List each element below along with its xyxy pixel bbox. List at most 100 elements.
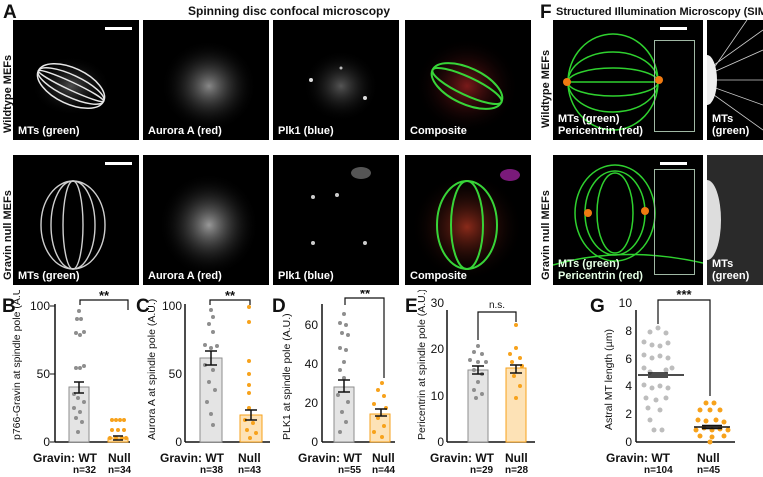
caption-inset: MTs (green) (712, 113, 750, 137)
svg-text:10: 10 (619, 296, 633, 310)
y-axis-label: Aurora A at spindle pole (A.U.) (146, 299, 158, 440)
y-axis-label: Astral MT length (µm) (603, 329, 615, 430)
svg-text:6: 6 (625, 352, 632, 366)
scale-bar (660, 27, 687, 30)
svg-text:n=28: n=28 (505, 465, 529, 476)
image-wt-plk1: Plk1 (blue) (273, 20, 399, 140)
null-dots (693, 400, 731, 445)
svg-text:50: 50 (37, 367, 51, 381)
svg-text:Null: Null (108, 451, 131, 465)
svg-text:10: 10 (431, 389, 445, 403)
image-sim-null-inset: MTs (green) (707, 155, 763, 285)
panel-letter-b: B (2, 296, 16, 317)
image-wt-mts: MTs (green) (13, 20, 139, 140)
svg-text:Null: Null (505, 451, 528, 465)
significance-b: ** (99, 290, 110, 303)
svg-text:n=44: n=44 (372, 465, 396, 476)
panel-a-title: Spinning disc confocal microscopy (188, 4, 391, 18)
y-axis-label: p766-Gravin at spindle pole (A.U.) (11, 290, 23, 440)
image-null-composite: Composite (405, 155, 531, 285)
caption-composite: Composite (410, 125, 467, 137)
scale-bar (105, 27, 132, 30)
svg-text:n=34: n=34 (108, 465, 132, 476)
image-wt-aurora: Aurora A (red) (143, 20, 269, 140)
scale-bar (660, 162, 687, 165)
svg-text:Null: Null (372, 451, 395, 465)
svg-text:***: *** (676, 290, 692, 302)
svg-text:20: 20 (305, 396, 319, 410)
panel-letter-g: G (590, 296, 605, 317)
roi-box (654, 169, 695, 275)
svg-text:n.s.: n.s. (489, 300, 505, 311)
y-axis-label: PLK1 at spindle pole (A.U.) (281, 313, 293, 440)
svg-text:n=29: n=29 (470, 465, 494, 476)
svg-text:0: 0 (175, 435, 182, 449)
chart-d: PLK1 at spindle pole (A.U.) 0 20 40 60 ** G… (281, 290, 396, 476)
svg-text:n=45: n=45 (697, 465, 721, 476)
caption-composite: Composite (410, 270, 467, 282)
svg-text:Gravin: WT: Gravin: WT (606, 451, 671, 465)
svg-text:0: 0 (43, 435, 50, 449)
scale-bar (105, 162, 132, 165)
image-sim-wt-inset: MTs (green) (707, 20, 763, 140)
panel-letter-e: E (405, 296, 418, 317)
panel-letter-a: A (3, 2, 17, 23)
svg-text:Gravin: WT: Gravin: WT (160, 451, 225, 465)
svg-text:Gravin: WT: Gravin: WT (33, 451, 98, 465)
panel-letter-c: C (136, 296, 150, 317)
svg-text:n=38: n=38 (200, 465, 224, 476)
svg-text:Gravin: WT: Gravin: WT (430, 451, 495, 465)
svg-text:**: ** (225, 290, 236, 303)
svg-text:n=43: n=43 (238, 465, 262, 476)
svg-text:Null: Null (697, 451, 720, 465)
row-label-wildtype-sim: Wildtype MEFs (540, 49, 552, 128)
row-label-gravin-null-sim: Gravin null MEFs (540, 190, 552, 280)
panel-f-title: Structured Illumination Microscopy (SIM) (556, 6, 763, 18)
caption-plk1: Plk1 (blue) (278, 270, 334, 282)
svg-text:40: 40 (305, 357, 319, 371)
panel-letter-f: F (540, 2, 552, 23)
svg-text:n=104: n=104 (644, 465, 673, 476)
caption-mts: MTs (green) (18, 270, 80, 282)
svg-text:0: 0 (625, 435, 632, 449)
svg-text:0: 0 (311, 435, 318, 449)
chart-c: Aurora A at spindle pole (A.U.) 0 50 100 *… (146, 290, 270, 476)
svg-text:20: 20 (431, 342, 445, 356)
wt-dots (641, 325, 675, 433)
chart-e: Pericentrin at spindle pole (A.U.) 0 10 20… (416, 290, 535, 476)
chart-b: p766-Gravin at spindle pole (A.U.) 0 50 10… (11, 290, 132, 476)
svg-text:Null: Null (238, 451, 261, 465)
svg-text:60: 60 (305, 318, 319, 332)
caption-aurora: Aurora A (red) (148, 270, 222, 282)
svg-text:100: 100 (30, 299, 50, 313)
image-sim-wt: MTs (green) Pericentrin (red) (553, 20, 703, 140)
caption-mts: MTs (green) (18, 125, 80, 137)
caption-plk1: Plk1 (blue) (278, 125, 334, 137)
svg-text:100: 100 (162, 299, 182, 313)
image-sim-null: MTs (green) Pericentrin (red) (553, 155, 703, 285)
spindle-graphic (31, 56, 111, 116)
svg-text:n=55: n=55 (338, 465, 362, 476)
svg-text:**: ** (360, 290, 371, 301)
y-axis-label: Pericentrin at spindle pole (A.U.) (416, 290, 428, 440)
chart-g: Astral MT length (µm) 0 2 4 6 8 10 *** Gravin… (603, 290, 735, 476)
svg-text:50: 50 (169, 367, 183, 381)
svg-text:4: 4 (625, 379, 632, 393)
caption-sim: MTs (green) Pericentrin (red) (558, 113, 643, 137)
svg-text:8: 8 (625, 324, 632, 338)
svg-text:2: 2 (625, 407, 632, 421)
image-wt-composite: Composite (405, 20, 531, 140)
svg-text:n=32: n=32 (73, 465, 97, 476)
image-null-aurora: Aurora A (red) (143, 155, 269, 285)
svg-text:Gravin: WT: Gravin: WT (298, 451, 363, 465)
panel-letter-d: D (272, 296, 286, 317)
svg-text:30: 30 (431, 296, 445, 310)
caption-sim: MTs (green) Pericentrin (red) (558, 258, 643, 282)
roi-box (654, 40, 695, 132)
caption-inset: MTs (green) (712, 258, 750, 282)
svg-text:0: 0 (437, 435, 444, 449)
image-null-plk1: Plk1 (blue) (273, 155, 399, 285)
caption-aurora: Aurora A (red) (148, 125, 222, 137)
image-null-mts: MTs (green) (13, 155, 139, 285)
charts-area: B C D E G p766-Gravin at spindle pole (A… (2, 290, 735, 476)
